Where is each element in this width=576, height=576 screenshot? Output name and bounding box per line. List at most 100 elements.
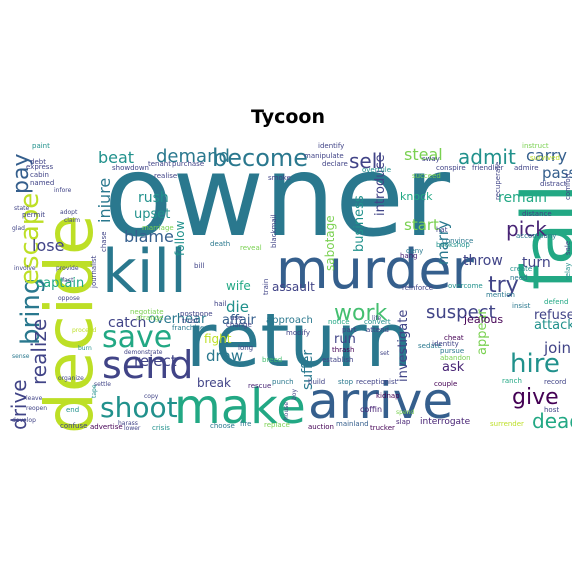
word-catch: catch xyxy=(108,315,146,331)
word-proceed: proceed xyxy=(72,327,96,334)
word-break: break xyxy=(197,376,231,390)
word-marry: marry xyxy=(434,220,452,265)
word-shoot: shoot xyxy=(100,391,178,424)
word-fire: fire xyxy=(240,420,251,428)
word-blame: blame xyxy=(124,227,174,246)
word-upset: upset xyxy=(134,207,170,222)
word-build: build xyxy=(308,378,325,386)
word-pick: pick xyxy=(506,217,547,241)
word-recuperate: recuperate xyxy=(494,162,502,200)
word-punch: punch xyxy=(272,378,294,386)
word-beat: beat xyxy=(98,148,134,167)
word-mention: mention xyxy=(486,291,515,299)
word-sell: sell xyxy=(349,149,383,173)
word-convert: convert xyxy=(364,318,391,326)
word-develop: develop xyxy=(12,417,36,424)
word-deny: deny xyxy=(406,247,423,255)
word-overhear: overhear xyxy=(148,312,207,327)
word-couple: couple xyxy=(434,380,457,388)
word-long: long xyxy=(238,344,253,352)
word-fact: fact xyxy=(62,277,74,284)
word-interrogate: interrogate xyxy=(420,417,471,427)
word-settle: settle xyxy=(94,381,111,388)
word-defend: defend xyxy=(544,298,568,306)
word-house: house xyxy=(283,402,290,420)
word-sway: sway xyxy=(422,155,440,163)
word-follow: follow xyxy=(173,220,187,256)
word-instruct: instruct xyxy=(522,142,549,150)
word-bring: bring xyxy=(16,278,46,345)
word-state: state xyxy=(14,205,30,212)
word-hat: hat xyxy=(436,226,448,234)
word-introduce: introduce xyxy=(373,154,388,216)
word-fall: fall xyxy=(507,184,572,290)
word-involve: involve xyxy=(14,265,36,272)
word-suffer: suffer xyxy=(300,350,316,390)
word-sense: sense xyxy=(12,353,30,360)
word-ask: ask xyxy=(442,360,465,375)
word-wife: wife xyxy=(226,279,251,293)
word-die: die xyxy=(226,298,249,316)
word-organize: organize xyxy=(58,375,84,382)
word-try: try xyxy=(488,273,519,298)
word-work: work xyxy=(334,301,387,326)
word-notice: notice xyxy=(328,318,350,326)
word-journalist: journalist xyxy=(90,255,98,289)
word-throw: throw xyxy=(463,253,503,269)
word-injure: injure xyxy=(95,178,114,223)
word-glad: glad xyxy=(12,225,25,232)
word-cabin: cabin xyxy=(30,171,49,179)
word-relay: relay xyxy=(564,263,572,280)
word-become: become xyxy=(212,144,308,172)
word-admit: admit xyxy=(458,145,516,169)
word-host: host xyxy=(544,406,559,414)
word-thrash: thrash xyxy=(332,346,354,354)
word-provide: provide xyxy=(56,265,79,272)
word-identify: identify xyxy=(318,142,344,150)
word-coffin: coffin xyxy=(360,405,382,414)
word-turn: turn xyxy=(522,255,551,271)
word-named: named xyxy=(30,179,54,187)
word-stop: stop xyxy=(338,378,354,386)
word-appear: appear xyxy=(475,309,490,355)
word-assault: assault xyxy=(272,280,315,294)
chart-title: Tycoon xyxy=(251,106,325,128)
word-survived: survived xyxy=(530,154,560,162)
word-investigate: investigate xyxy=(396,310,411,382)
word-smoke: smoke xyxy=(268,174,291,182)
word-postpone: postpone xyxy=(180,310,213,318)
word-save: save xyxy=(102,320,172,355)
word-reinforce: reinforce xyxy=(402,284,433,292)
word-arrange: arrange xyxy=(136,314,163,322)
word-carry: carry xyxy=(526,146,567,165)
word-jealous: jealous xyxy=(463,313,503,326)
word-receptionist: receptionist xyxy=(356,378,398,386)
word-kill: kill xyxy=(102,237,187,307)
word-breed: breed xyxy=(262,356,282,364)
word-bookshop: bookshop xyxy=(436,241,470,249)
word-convince: convince xyxy=(442,237,473,245)
word-copy: copy xyxy=(144,393,159,400)
word-remain: remain xyxy=(498,190,547,206)
word-chase: chase xyxy=(100,231,108,252)
word-identity: identity xyxy=(432,340,459,348)
word-captain: captain xyxy=(36,276,84,291)
word-advertise: advertise xyxy=(90,423,123,431)
word-end: end xyxy=(66,406,79,414)
word-sedate: sedate xyxy=(418,342,442,350)
word-pay: pay xyxy=(9,154,34,194)
word-declare: declare xyxy=(322,160,348,168)
word-debt: debt xyxy=(30,158,46,166)
word-harass: harass xyxy=(118,420,138,427)
word-showdown: showdown xyxy=(112,164,149,172)
word-admire: admire xyxy=(514,164,539,172)
word-replace: replace xyxy=(264,421,290,429)
word-blackmail: blackmail xyxy=(270,214,278,248)
word-claim: claim xyxy=(64,217,80,224)
word-trust: trust xyxy=(182,317,199,325)
word-bill: bill xyxy=(194,262,204,270)
word-demonstrate: demonstrate xyxy=(124,349,163,356)
word-demand: demand xyxy=(156,146,230,167)
word-knock: knock xyxy=(400,190,433,203)
